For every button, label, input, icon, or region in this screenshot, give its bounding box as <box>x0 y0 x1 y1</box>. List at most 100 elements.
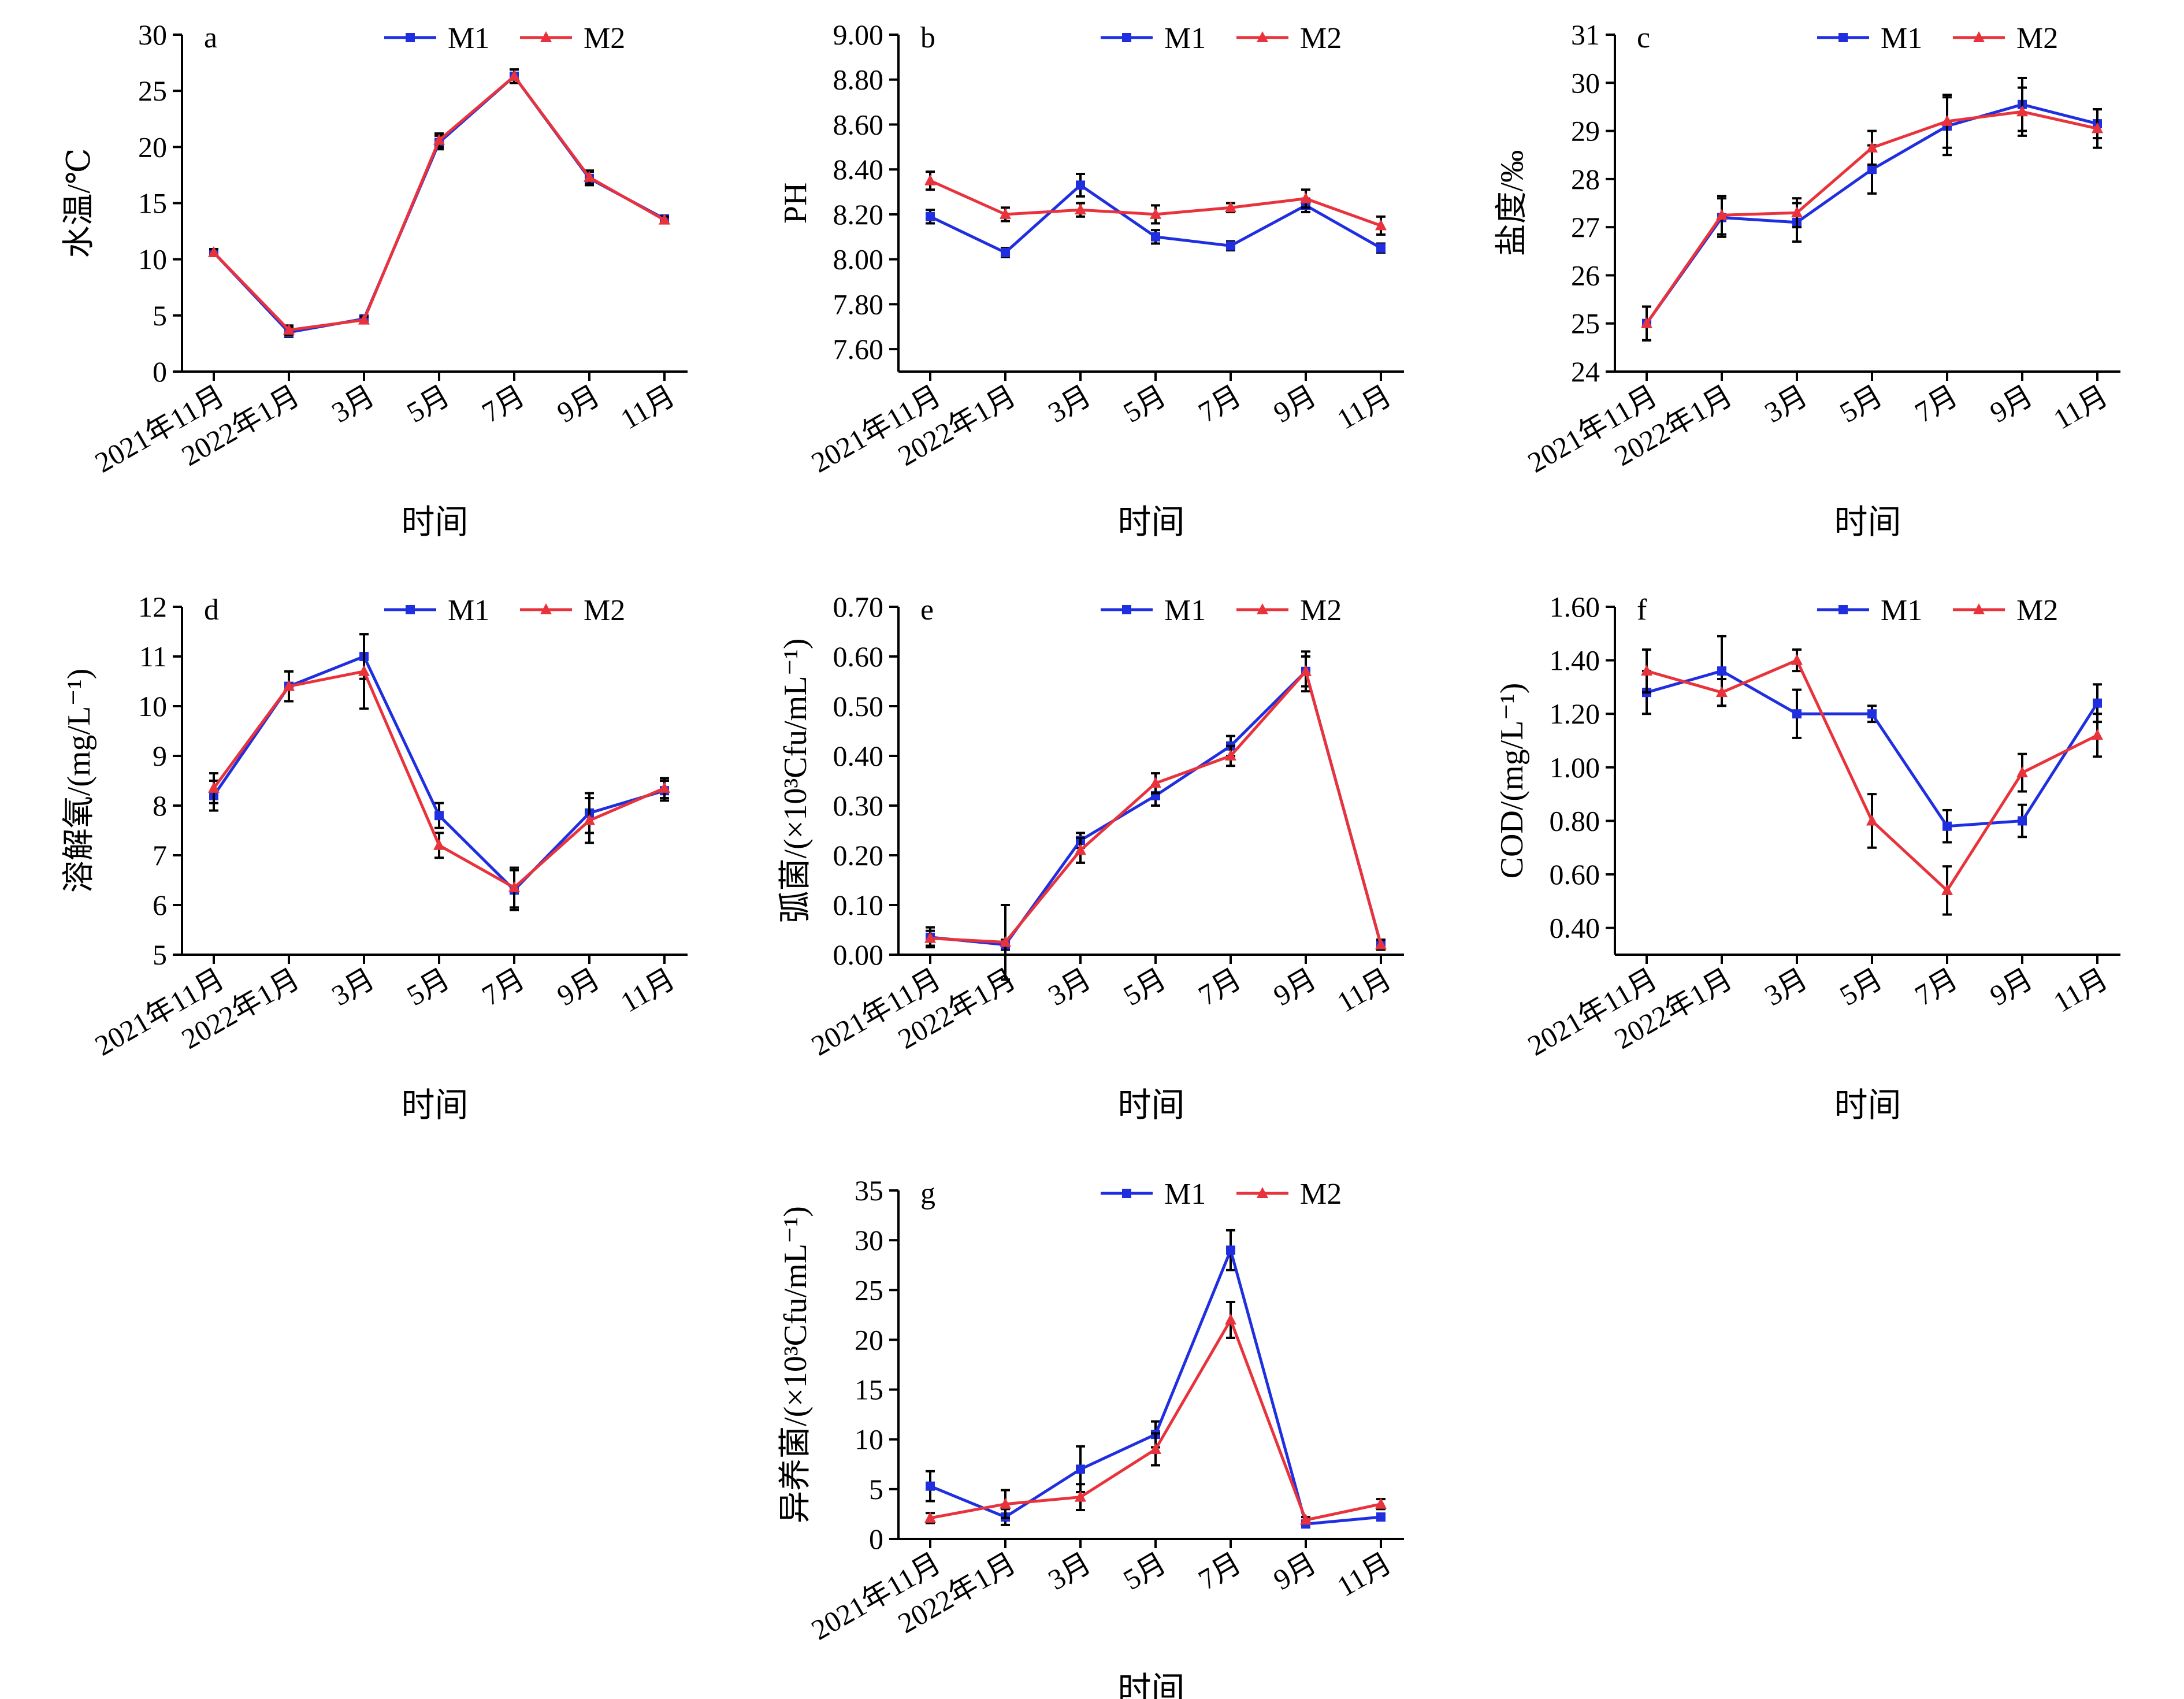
legend-label: M1 <box>1881 594 1922 627</box>
data-point <box>1300 192 1312 203</box>
data-point <box>2016 105 2028 117</box>
y-axis-title: 盐度/‰ <box>1494 150 1530 257</box>
data-point <box>1792 709 1802 719</box>
y-tick-label: 0.80 <box>1550 804 1600 837</box>
y-tick-label: 5 <box>153 299 167 332</box>
legend: M1 M2 <box>1101 1178 1342 1211</box>
data-point <box>508 881 520 892</box>
y-tick-label: 20 <box>855 1323 883 1356</box>
y-tick-label: 8.60 <box>833 108 884 140</box>
x-tick-label: 7月 <box>477 379 530 429</box>
y-tick-label: 9 <box>153 740 167 772</box>
series-line <box>1646 658 2098 893</box>
data-point <box>926 212 935 221</box>
data-point <box>1941 884 1953 895</box>
legend-label: M2 <box>2016 22 2058 55</box>
data-point <box>358 665 370 676</box>
data-point <box>1076 1464 1085 1474</box>
y-tick-label: 15 <box>138 187 167 220</box>
x-tick-label: 7月 <box>1910 379 1963 429</box>
y-tick-label: 10 <box>138 690 167 722</box>
legend-label: M2 <box>1300 594 1342 627</box>
data-point <box>1226 1245 1235 1255</box>
x-tick-label: 5月 <box>402 379 455 429</box>
y-tick-label: 30 <box>138 18 167 51</box>
legend-label: M2 <box>584 22 625 55</box>
y-tick-label: 7.60 <box>833 333 884 365</box>
y-tick-label: 0.30 <box>833 789 884 822</box>
data-point <box>924 1511 936 1523</box>
y-axis-title: COD/(mg/L⁻¹) <box>1494 683 1530 879</box>
y-axis-title: PH <box>778 183 814 224</box>
y-tick-label: 26 <box>1571 259 1600 291</box>
data-point <box>1375 219 1387 231</box>
x-tick-label: 7月 <box>1193 379 1247 429</box>
y-tick-label: 7.80 <box>833 288 884 320</box>
x-tick-label: 3月 <box>1043 1546 1097 1596</box>
y-tick-label: 0 <box>153 355 167 388</box>
data-point <box>283 324 295 335</box>
data-point <box>1791 654 1803 665</box>
legend: M1 M2 <box>1817 22 2058 55</box>
series-line <box>930 669 1383 947</box>
panel-letter: a <box>204 21 217 54</box>
x-tick-label: 7月 <box>1193 1546 1247 1596</box>
x-tick-label: 11月 <box>2048 962 2113 1019</box>
x-tick-label: 11月 <box>1331 379 1396 436</box>
data-point <box>1791 206 1803 218</box>
data-point <box>2018 816 2027 826</box>
data-point <box>1300 665 1312 676</box>
y-tick-label: 20 <box>138 131 167 163</box>
series-line <box>930 668 1383 945</box>
x-tick-label: 5月 <box>1834 962 1888 1012</box>
x-tick-label: 5月 <box>402 962 455 1012</box>
data-point <box>1375 938 1387 949</box>
data-point <box>1867 165 1877 175</box>
legend-label: M2 <box>2016 594 2058 627</box>
legend-label: M2 <box>584 594 625 627</box>
legend-label: M1 <box>448 594 489 627</box>
y-tick-label: 7 <box>153 839 167 871</box>
data-point <box>2093 698 2102 708</box>
data-point <box>1375 1497 1387 1509</box>
data-point <box>1075 844 1086 855</box>
data-point <box>1000 207 1011 219</box>
data-point <box>1641 317 1652 328</box>
data-point <box>433 839 445 850</box>
series-m2 <box>208 633 670 909</box>
data-point <box>1225 750 1236 761</box>
series-m1 <box>209 68 669 338</box>
y-tick-label: 25 <box>138 75 167 107</box>
data-point <box>1376 243 1386 253</box>
x-tick-label: 9月 <box>552 962 606 1012</box>
y-tick-label: 0.40 <box>833 740 884 772</box>
legend-marker <box>540 31 552 42</box>
y-tick-label: 0.00 <box>833 938 884 971</box>
x-tick-label: 7月 <box>1910 962 1963 1012</box>
y-tick-label: 8.40 <box>833 153 884 186</box>
x-tick-label: 3月 <box>1759 962 1813 1012</box>
data-point <box>659 213 670 225</box>
y-tick-label: 31 <box>1571 18 1600 51</box>
panel-letter: g <box>920 1177 935 1210</box>
series-line <box>213 74 666 332</box>
y-tick-label: 25 <box>855 1274 883 1306</box>
y-tick-label: 0.60 <box>1550 858 1600 891</box>
legend-marker <box>406 33 415 42</box>
panel-letter: d <box>204 593 219 626</box>
x-tick-label: 11月 <box>615 379 680 436</box>
data-point <box>584 170 595 182</box>
y-tick-label: 0.20 <box>833 839 884 871</box>
data-point <box>1225 201 1236 213</box>
y-tick-label: 8.20 <box>833 198 884 231</box>
x-tick-label: 3月 <box>1759 379 1813 429</box>
x-axis-title: 时间 <box>1117 1086 1184 1124</box>
legend-marker <box>1122 605 1131 614</box>
y-tick-label: 1.00 <box>1550 751 1600 784</box>
x-tick-label: 9月 <box>1268 1546 1322 1596</box>
y-tick-label: 1.20 <box>1550 698 1600 730</box>
y-tick-label: 15 <box>855 1374 883 1406</box>
series-m2 <box>924 655 1387 981</box>
